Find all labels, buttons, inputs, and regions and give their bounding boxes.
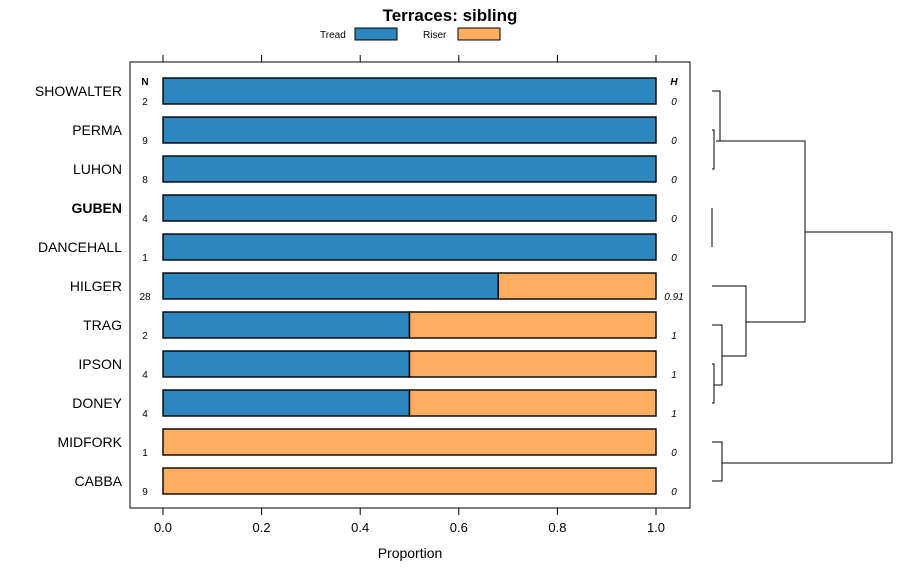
h-value: 0 bbox=[671, 253, 677, 264]
row-luhon: LUHON 8 0 bbox=[73, 155, 677, 186]
plot-frame bbox=[129, 61, 691, 509]
row-ipson: IPSON 4 1 bbox=[78, 350, 677, 381]
row-midfork: MIDFORK 1 0 bbox=[57, 428, 677, 459]
n-value: 4 bbox=[142, 409, 148, 420]
h-value: 0 bbox=[671, 448, 677, 459]
dendrogram-branch bbox=[712, 324, 723, 386]
h-value: 0 bbox=[671, 136, 677, 147]
n-value: 1 bbox=[142, 448, 148, 459]
x-tick-label: 0.6 bbox=[450, 520, 468, 535]
n-value: 4 bbox=[142, 214, 148, 225]
category-label: HILGER bbox=[70, 278, 122, 294]
bar-tread bbox=[162, 272, 499, 300]
legend: Tread Riser bbox=[320, 27, 501, 41]
bar-tread bbox=[162, 350, 411, 378]
x-tick-label: 0.8 bbox=[548, 520, 566, 535]
h-value: 0 bbox=[671, 487, 677, 498]
x-tick-label: 1.0 bbox=[647, 520, 665, 535]
dendrogram-branch bbox=[712, 363, 715, 404]
dendrogram-branch bbox=[712, 285, 747, 357]
h-value: 0.91 bbox=[664, 292, 683, 303]
legend-label-riser: Riser bbox=[423, 30, 447, 41]
bar-tread bbox=[162, 77, 657, 105]
category-label: CABBA bbox=[75, 473, 123, 489]
bar-tread bbox=[162, 116, 657, 144]
n-value: 1 bbox=[142, 253, 148, 264]
legend-swatch-tread bbox=[354, 27, 398, 41]
bar-tread bbox=[162, 233, 657, 261]
h-value: 0 bbox=[671, 214, 677, 225]
dendrogram bbox=[711, 90, 893, 482]
bar-riser bbox=[408, 311, 657, 339]
category-label: GUBEN bbox=[71, 200, 122, 216]
row-cabba: CABBA 9 0 bbox=[75, 467, 677, 498]
n-value: 9 bbox=[142, 487, 148, 498]
bar-tread bbox=[162, 311, 411, 339]
x-tick-label: 0.4 bbox=[351, 520, 369, 535]
category-label: LUHON bbox=[73, 161, 122, 177]
h-value: 1 bbox=[671, 409, 677, 420]
category-label: DONEY bbox=[72, 395, 122, 411]
chart-title: Terraces: sibling bbox=[383, 6, 518, 25]
bar-tread bbox=[162, 389, 411, 417]
row-perma: PERMA 9 0 bbox=[72, 116, 677, 147]
bar-tread bbox=[162, 155, 657, 183]
dendrogram-branch bbox=[712, 129, 715, 170]
bar-tread bbox=[162, 194, 657, 222]
legend-label-tread: Tread bbox=[320, 30, 346, 41]
h-column-header: H bbox=[670, 77, 678, 88]
dendrogram-branch bbox=[720, 140, 806, 323]
bar-riser bbox=[162, 428, 657, 456]
row-showalter: SHOWALTER 2 0 bbox=[35, 77, 677, 108]
n-value: 2 bbox=[142, 97, 148, 108]
x-tick-label: 0.0 bbox=[154, 520, 172, 535]
category-label: PERMA bbox=[72, 122, 122, 138]
row-trag: TRAG 2 1 bbox=[83, 311, 677, 342]
category-label: MIDFORK bbox=[57, 434, 122, 450]
row-doney: DONEY 4 1 bbox=[72, 389, 677, 420]
bar-riser bbox=[497, 272, 657, 300]
n-column-header: N bbox=[141, 77, 148, 88]
h-value: 1 bbox=[671, 331, 677, 342]
h-value: 1 bbox=[671, 370, 677, 381]
axes: 0.0 0.2 0.4 0.6 0.8 1.0 bbox=[154, 55, 665, 535]
dendrogram-branch bbox=[722, 231, 893, 464]
h-value: 0 bbox=[671, 175, 677, 186]
legend-swatch-riser bbox=[457, 27, 501, 41]
n-value: 9 bbox=[142, 136, 148, 147]
bar-riser bbox=[408, 350, 657, 378]
dendrogram-branch bbox=[712, 90, 721, 142]
row-guben: GUBEN 4 0 bbox=[71, 194, 677, 225]
x-axis-label: Proportion bbox=[378, 545, 443, 561]
row-hilger: HILGER 28 0.91 bbox=[70, 272, 684, 303]
bar-riser bbox=[162, 467, 657, 495]
row-dancehall: DANCEHALL 1 0 bbox=[38, 233, 677, 264]
dendrogram-branch bbox=[712, 441, 723, 482]
category-label: IPSON bbox=[78, 356, 122, 372]
n-value: 4 bbox=[142, 370, 148, 381]
category-label: TRAG bbox=[83, 317, 122, 333]
h-value: 0 bbox=[671, 97, 677, 108]
bar-riser bbox=[408, 389, 657, 417]
category-label: DANCEHALL bbox=[38, 239, 122, 255]
category-label: SHOWALTER bbox=[35, 83, 122, 99]
n-value: 2 bbox=[142, 331, 148, 342]
x-tick-label: 0.2 bbox=[253, 520, 271, 535]
n-value: 28 bbox=[139, 292, 151, 303]
n-value: 8 bbox=[142, 175, 148, 186]
